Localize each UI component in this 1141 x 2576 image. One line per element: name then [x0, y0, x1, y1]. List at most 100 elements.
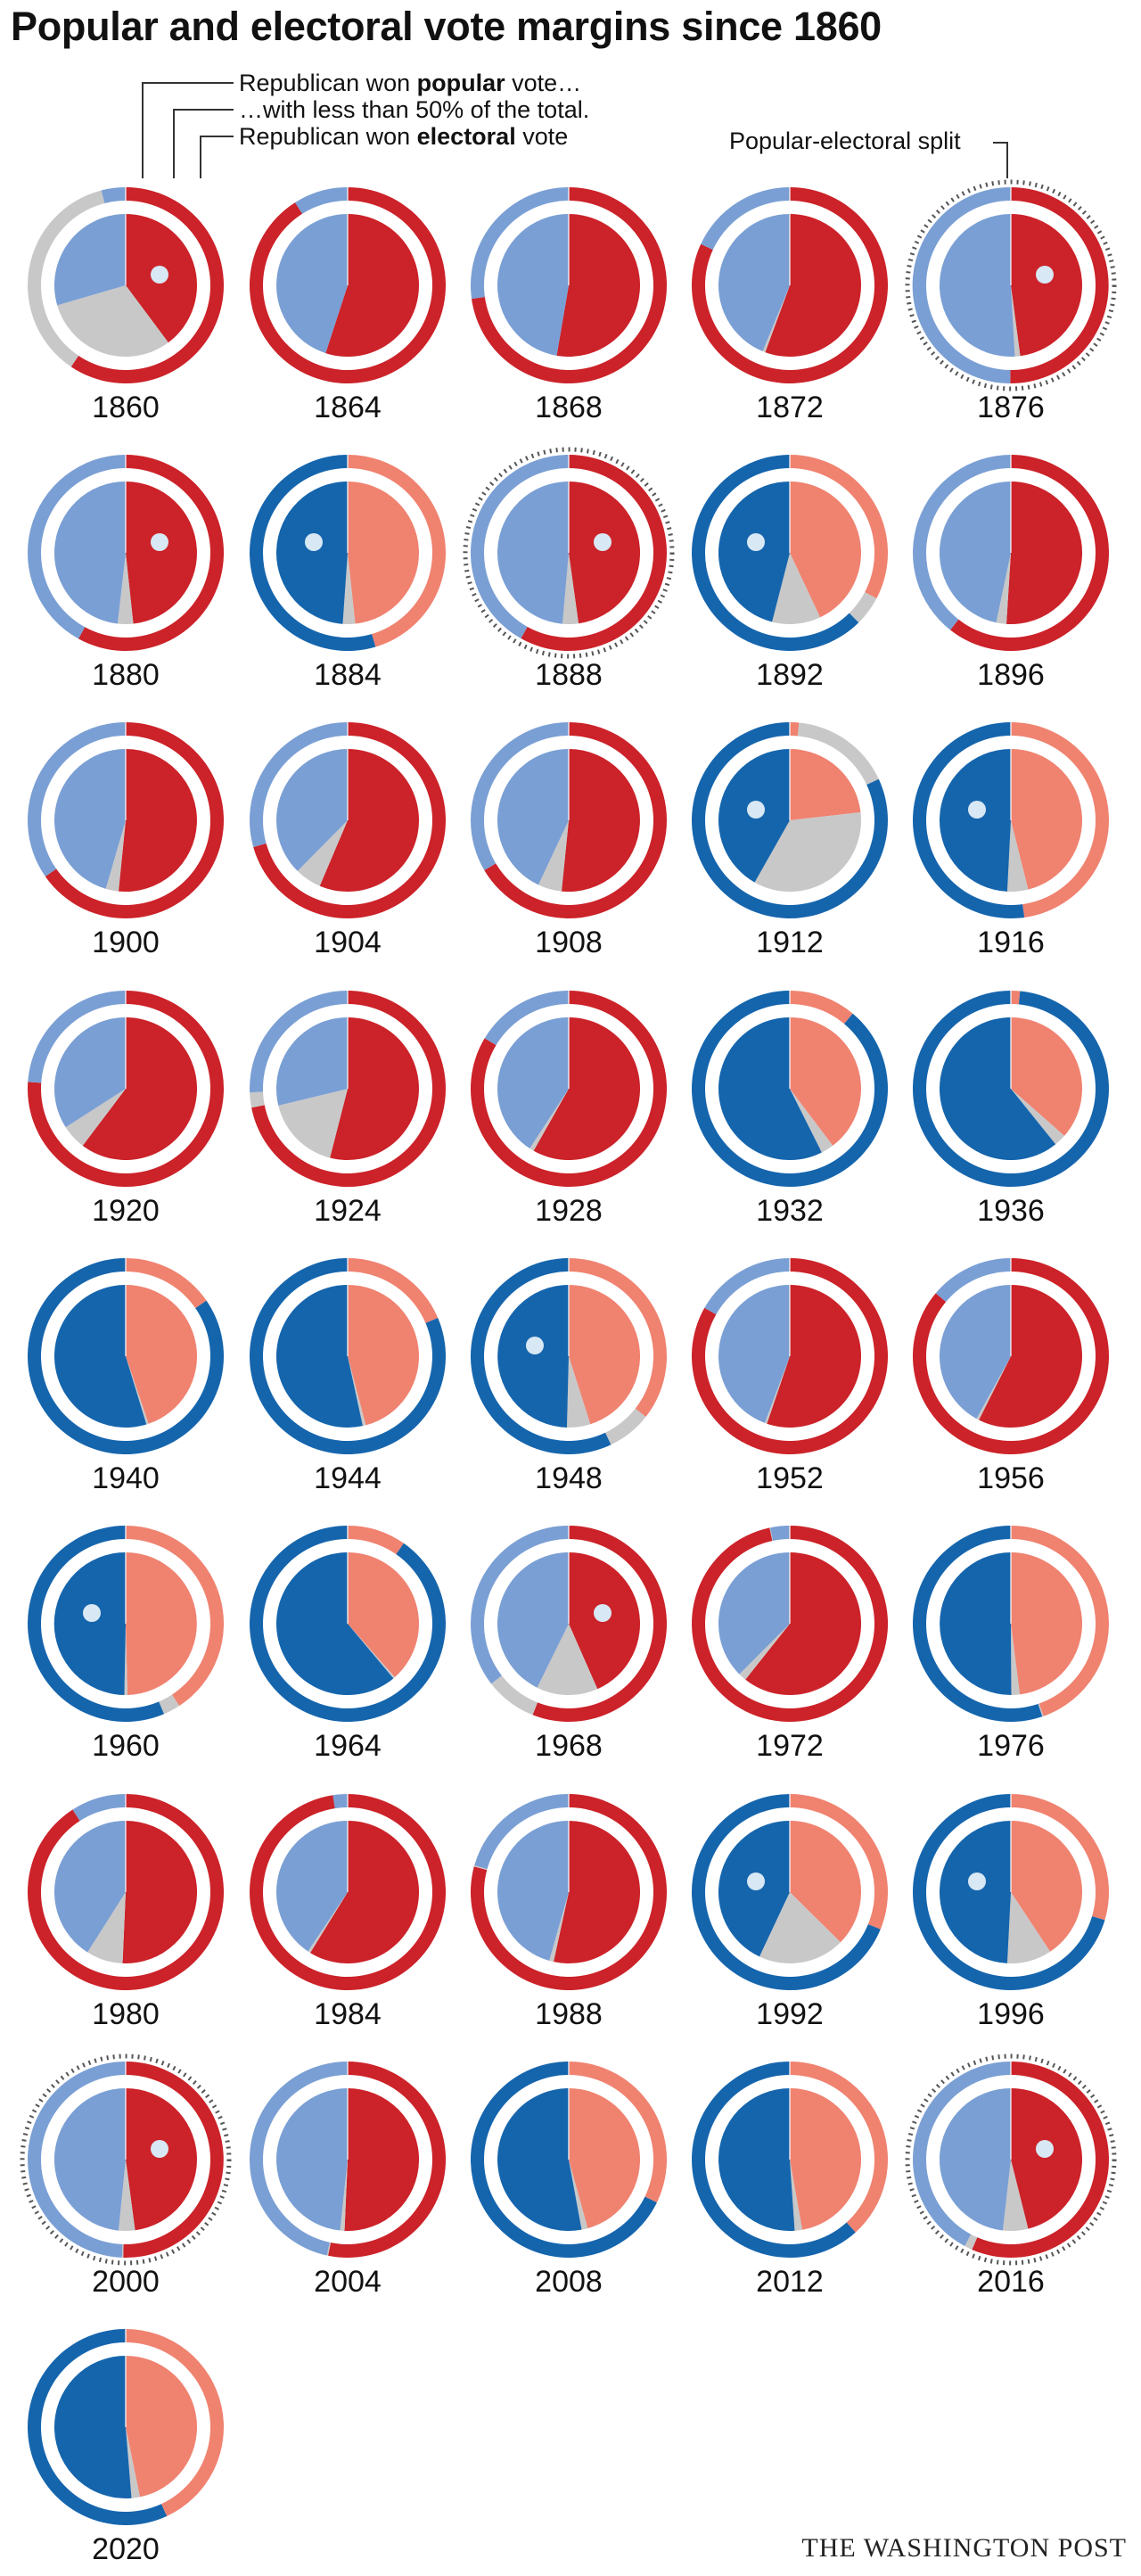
popular-slice-O — [790, 1089, 833, 1153]
popular-slice-R — [344, 2088, 420, 2231]
election-1884: 1884 — [250, 454, 447, 692]
popular-slice-D — [497, 2088, 582, 2231]
popular-slice-D — [54, 214, 126, 306]
year-label: 1928 — [535, 1194, 603, 1228]
popular-slice-O — [562, 553, 579, 625]
year-label: 1984 — [314, 1997, 382, 2031]
election-2016: 2016 — [905, 2053, 1117, 2299]
popular-slice-D — [497, 1821, 569, 1961]
popular-slice-D — [54, 1285, 147, 1428]
popular-slice-R — [1011, 1017, 1082, 1136]
election-1860: 1860 — [27, 186, 224, 424]
split-ring — [20, 2053, 232, 2266]
election-1912: 1912 — [691, 721, 888, 959]
popular-slice-R — [330, 1017, 419, 1160]
year-label: 1952 — [756, 1461, 824, 1495]
popular-slice-R — [126, 481, 197, 624]
popular-slice-R — [556, 214, 641, 357]
election-2008: 2008 — [470, 2061, 667, 2299]
election-1900: 1900 — [28, 721, 225, 959]
year-label: 1872 — [756, 391, 824, 424]
year-label: 2004 — [314, 2265, 382, 2299]
popular-slice-D — [939, 2088, 1011, 2231]
popular-slice-R — [790, 2088, 862, 2230]
election-1892: 1892 — [691, 454, 889, 692]
popular-slice-O — [754, 811, 862, 892]
popular-slice-D — [276, 1017, 348, 1106]
popular-slice-O — [529, 1089, 569, 1151]
year-label: 1956 — [977, 1461, 1045, 1495]
popular-slice-R — [1011, 2088, 1083, 2229]
popular-slice-O — [348, 1624, 395, 1679]
popular-slice-D — [939, 749, 1011, 892]
washington-post-logo: THE WASHINGTON POST — [801, 2533, 1127, 2563]
popular-slice-D — [718, 1017, 822, 1160]
under-50-marker — [151, 2140, 168, 2158]
popular-slice-D — [53, 1017, 126, 1128]
election-1872: 1872 — [692, 186, 889, 424]
under-50-marker — [305, 533, 323, 551]
popular-slice-R — [82, 1017, 198, 1161]
legend-split: Popular-electoral split — [729, 128, 961, 154]
popular-slice-O — [278, 1089, 348, 1158]
popular-slice-D — [54, 749, 127, 889]
election-1992: 1992 — [692, 1793, 889, 2031]
popular-slice-D — [939, 1820, 1011, 1963]
popular-slice-R — [765, 214, 861, 357]
popular-slice-O — [1006, 820, 1029, 893]
popular-slice-D — [275, 1820, 348, 1952]
election-2020: 2020 — [27, 2328, 224, 2566]
popular-slice-D — [718, 1552, 790, 1675]
popular-slice-R — [1011, 1552, 1083, 1695]
popular-slice-O — [538, 820, 569, 892]
popular-slice-D — [497, 1285, 569, 1428]
popular-slice-R — [118, 749, 197, 892]
election-1960: 1960 — [28, 1525, 224, 1763]
popular-slice-R — [745, 1552, 862, 1695]
split-ring — [905, 2053, 1117, 2266]
year-label: 1860 — [92, 391, 160, 424]
popular-slice-R — [790, 1017, 861, 1146]
year-label: 1976 — [977, 1729, 1045, 1763]
popular-slice-O — [996, 553, 1011, 624]
popular-slice-O — [1006, 1892, 1051, 1964]
popular-slice-R — [309, 1821, 420, 1963]
under-50-marker — [747, 533, 765, 551]
popular-slice-R — [1011, 1821, 1083, 1952]
year-label: 1912 — [756, 926, 824, 959]
under-50-marker — [151, 533, 168, 551]
popular-slice-D — [275, 481, 348, 624]
popular-slice-O — [348, 1356, 366, 1427]
popular-slice-D — [53, 1821, 126, 1953]
year-label: 1908 — [535, 926, 603, 959]
year-label: 1980 — [92, 1997, 160, 2031]
popular-slice-O — [569, 2160, 588, 2230]
election-1876: 1876 — [905, 179, 1117, 424]
popular-slice-D — [497, 214, 569, 356]
popular-slice-O — [762, 285, 790, 353]
popular-slice-R — [126, 2088, 197, 2231]
popular-slice-D — [718, 481, 790, 622]
under-50-marker — [1036, 2140, 1054, 2158]
election-1988: 1988 — [471, 1793, 668, 2031]
popular-slice-D — [497, 481, 569, 624]
popular-slice-O — [340, 2160, 348, 2231]
popular-slice-R — [1006, 481, 1083, 624]
popular-slice-D — [718, 1285, 790, 1423]
election-1868: 1868 — [471, 186, 668, 424]
year-label: 1968 — [535, 1729, 603, 1763]
popular-slice-D — [276, 214, 348, 354]
popular-slice-D — [53, 2088, 126, 2231]
popular-slice-O — [739, 1624, 790, 1680]
popular-slice-D — [939, 481, 1011, 623]
popular-slice-R — [319, 749, 419, 892]
popular-slice-D — [275, 1285, 363, 1428]
popular-slice-O — [342, 553, 356, 624]
popular-slice-O — [566, 1356, 591, 1428]
election-1996: 1996 — [913, 1793, 1110, 2031]
election-1940: 1940 — [28, 1257, 225, 1495]
year-label: 1960 — [92, 1729, 160, 1763]
popular-slice-R — [348, 1552, 419, 1678]
popular-slice-R — [126, 1285, 198, 1424]
popular-slice-O — [308, 1892, 348, 1954]
